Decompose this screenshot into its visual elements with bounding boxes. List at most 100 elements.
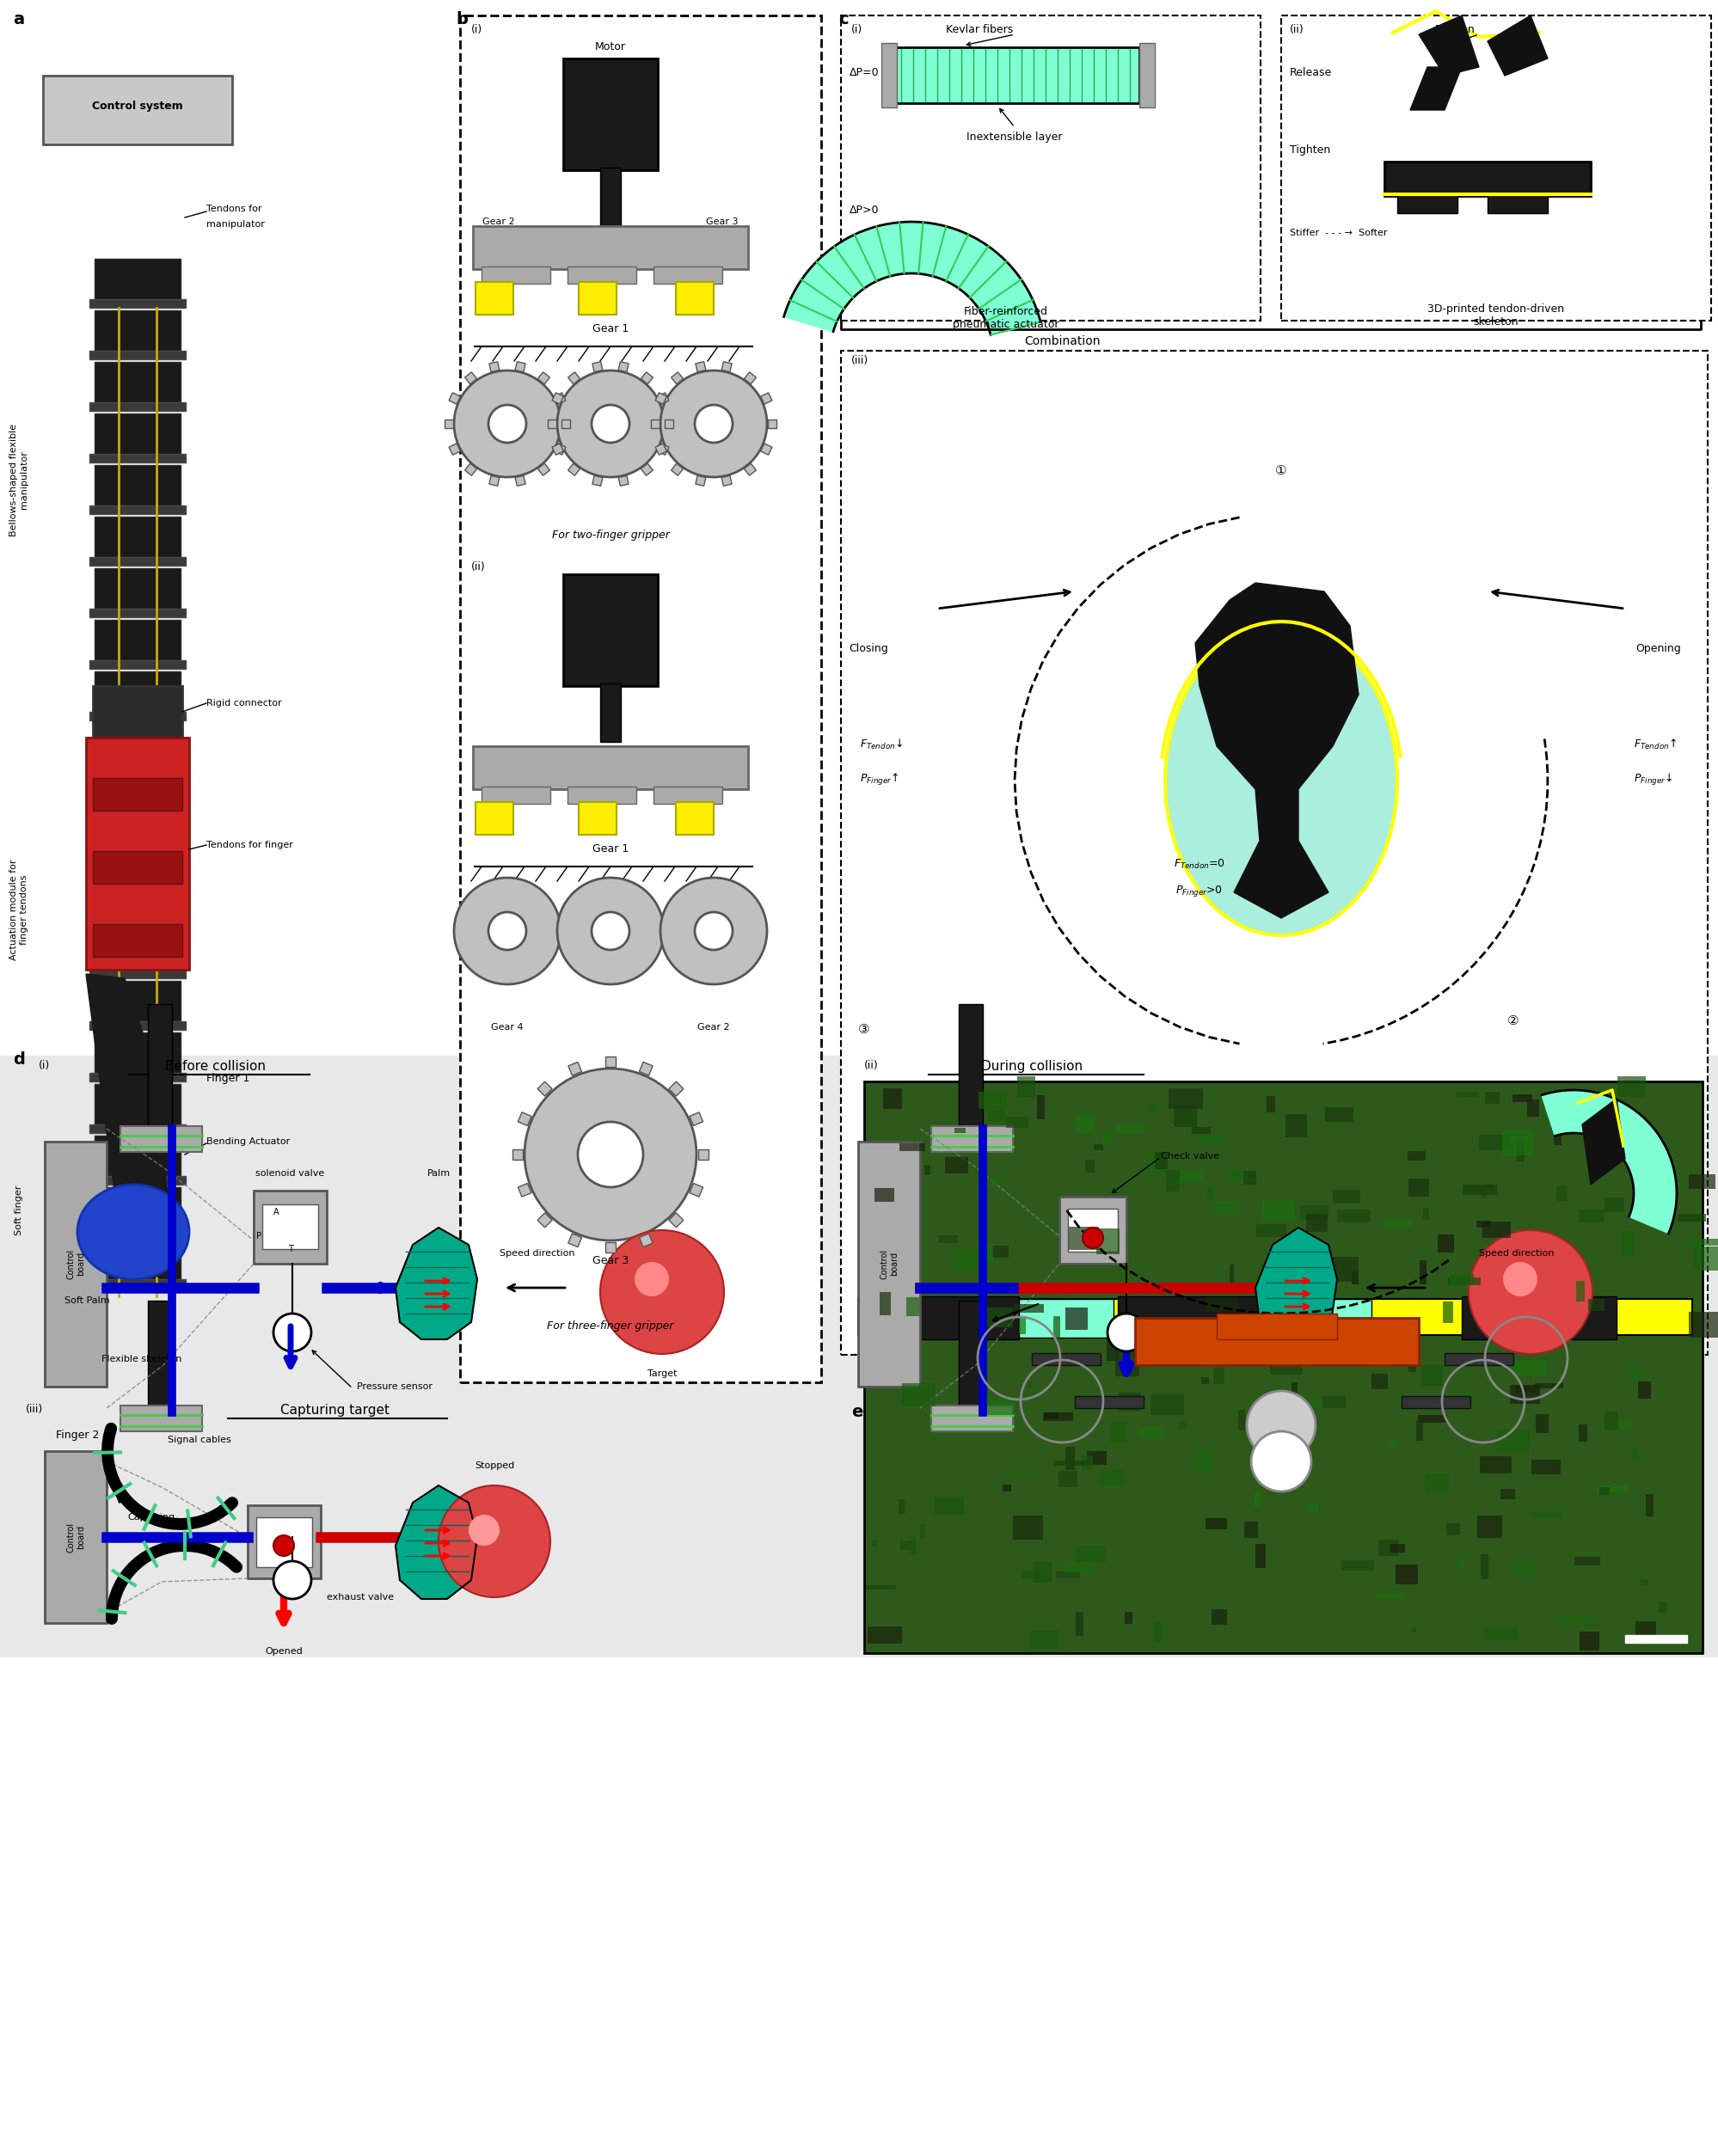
- Circle shape: [273, 1535, 294, 1557]
- Bar: [1646, 1494, 1653, 1516]
- Bar: [1100, 1470, 1124, 1485]
- Bar: [1208, 1186, 1215, 1203]
- Bar: [517, 1112, 531, 1125]
- Text: solenoid valve: solenoid valve: [256, 1169, 325, 1177]
- Bar: [1055, 1460, 1087, 1466]
- Bar: [148, 1300, 172, 1408]
- Bar: [668, 1214, 684, 1227]
- Bar: [551, 444, 564, 455]
- Bar: [1153, 1623, 1163, 1643]
- Bar: [1390, 1440, 1397, 1449]
- Circle shape: [557, 371, 663, 476]
- Bar: [1060, 1197, 1127, 1263]
- Bar: [1488, 194, 1548, 213]
- Circle shape: [557, 877, 663, 985]
- Bar: [1075, 1115, 1094, 1132]
- Bar: [1002, 1485, 1012, 1492]
- Bar: [1136, 1317, 1419, 1365]
- Bar: [1007, 1117, 1029, 1128]
- Polygon shape: [1541, 1091, 1677, 1233]
- Polygon shape: [86, 975, 172, 1279]
- Ellipse shape: [1165, 625, 1397, 936]
- Circle shape: [1082, 1227, 1103, 1248]
- Bar: [1637, 1192, 1663, 1216]
- Bar: [1146, 1153, 1165, 1175]
- Bar: [618, 362, 629, 373]
- Bar: [89, 1022, 186, 1031]
- Bar: [89, 711, 186, 720]
- Bar: [89, 815, 186, 824]
- Bar: [567, 787, 636, 804]
- Bar: [1280, 1339, 1288, 1352]
- Bar: [562, 420, 570, 429]
- Text: Opening: Opening: [1636, 642, 1680, 653]
- Bar: [1033, 1354, 1101, 1365]
- Text: Combination: Combination: [1024, 336, 1100, 347]
- Bar: [890, 47, 1139, 103]
- Ellipse shape: [77, 1184, 189, 1279]
- Bar: [1605, 1197, 1625, 1212]
- Bar: [1660, 1602, 1668, 1613]
- Bar: [94, 362, 180, 407]
- Bar: [1075, 1613, 1084, 1636]
- Bar: [89, 660, 186, 668]
- Bar: [902, 1382, 936, 1406]
- Bar: [94, 877, 180, 923]
- Bar: [1239, 1410, 1246, 1429]
- Bar: [564, 58, 658, 170]
- Bar: [45, 1143, 107, 1386]
- Bar: [1419, 1414, 1447, 1423]
- Bar: [1256, 1544, 1266, 1567]
- Bar: [1075, 1397, 1144, 1408]
- Bar: [481, 267, 550, 285]
- Bar: [94, 466, 180, 509]
- Polygon shape: [1256, 1227, 1337, 1339]
- Circle shape: [438, 1485, 550, 1598]
- Bar: [89, 918, 186, 927]
- Text: Rigid connector: Rigid connector: [206, 699, 282, 707]
- Bar: [93, 925, 182, 957]
- Bar: [1192, 1449, 1211, 1473]
- Bar: [593, 362, 603, 373]
- Bar: [696, 362, 706, 373]
- Bar: [1557, 1186, 1567, 1201]
- Bar: [1419, 1261, 1426, 1285]
- Bar: [1484, 1628, 1519, 1641]
- Bar: [1412, 1628, 1416, 1632]
- Bar: [1154, 1151, 1168, 1169]
- Bar: [490, 362, 500, 373]
- Circle shape: [488, 405, 526, 442]
- Bar: [1117, 1125, 1144, 1132]
- Bar: [874, 1188, 895, 1201]
- Bar: [641, 464, 653, 476]
- Bar: [655, 444, 667, 455]
- Polygon shape: [1582, 1100, 1625, 1184]
- Bar: [1618, 1156, 1646, 1162]
- Circle shape: [1503, 1261, 1538, 1296]
- Bar: [840, 351, 1708, 1354]
- Bar: [1151, 1395, 1184, 1414]
- Bar: [490, 476, 500, 485]
- Bar: [1457, 1091, 1479, 1097]
- Bar: [883, 1089, 902, 1108]
- Bar: [840, 15, 1261, 321]
- Bar: [1069, 1210, 1118, 1253]
- Bar: [907, 1298, 919, 1315]
- Bar: [89, 455, 186, 464]
- Text: Gear 1: Gear 1: [593, 843, 629, 854]
- Bar: [1574, 1557, 1601, 1565]
- Bar: [1445, 1354, 1514, 1365]
- Bar: [94, 826, 180, 871]
- Bar: [94, 414, 180, 459]
- Bar: [940, 1235, 957, 1244]
- Bar: [1579, 1210, 1605, 1222]
- Circle shape: [488, 912, 526, 951]
- Bar: [1606, 1421, 1630, 1429]
- Bar: [768, 420, 777, 429]
- Text: Finger 1: Finger 1: [206, 1074, 249, 1084]
- Circle shape: [694, 912, 732, 951]
- Bar: [722, 476, 732, 485]
- Bar: [945, 1158, 967, 1173]
- Bar: [880, 1291, 890, 1315]
- Bar: [466, 464, 478, 476]
